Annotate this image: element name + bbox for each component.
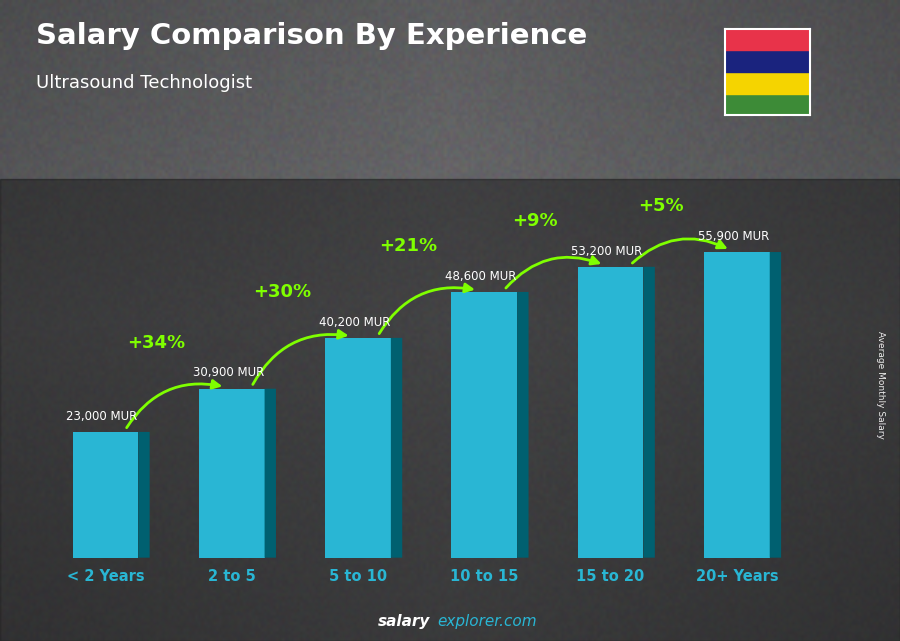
Bar [704, 252, 770, 558]
Bar [73, 432, 139, 558]
Text: 40,200 MUR: 40,200 MUR [319, 315, 391, 329]
Text: +5%: +5% [638, 197, 684, 215]
Bar [724, 72, 810, 94]
Polygon shape [139, 432, 149, 558]
Text: +9%: +9% [512, 212, 558, 229]
Polygon shape [644, 267, 655, 558]
Bar [578, 267, 644, 558]
Bar [452, 292, 518, 558]
Polygon shape [770, 252, 781, 558]
Bar [325, 338, 391, 558]
Bar [724, 29, 810, 51]
Text: 48,600 MUR: 48,600 MUR [446, 270, 517, 283]
Polygon shape [518, 292, 528, 558]
Text: Ultrasound Technologist: Ultrasound Technologist [36, 74, 252, 92]
Text: 30,900 MUR: 30,900 MUR [193, 367, 264, 379]
Text: Average Monthly Salary: Average Monthly Salary [876, 331, 885, 438]
Polygon shape [391, 338, 402, 558]
Text: explorer.com: explorer.com [437, 615, 537, 629]
Text: Salary Comparison By Experience: Salary Comparison By Experience [36, 22, 587, 51]
Text: 55,900 MUR: 55,900 MUR [698, 229, 769, 243]
Text: 53,200 MUR: 53,200 MUR [572, 244, 643, 258]
Bar [724, 94, 810, 115]
Text: salary: salary [378, 615, 430, 629]
Text: +34%: +34% [127, 333, 185, 351]
Bar [724, 51, 810, 72]
Text: 23,000 MUR: 23,000 MUR [67, 410, 138, 422]
Text: +30%: +30% [253, 283, 311, 301]
Polygon shape [265, 388, 276, 558]
Bar [199, 388, 265, 558]
Text: +21%: +21% [380, 237, 437, 254]
Bar [0, 179, 900, 641]
